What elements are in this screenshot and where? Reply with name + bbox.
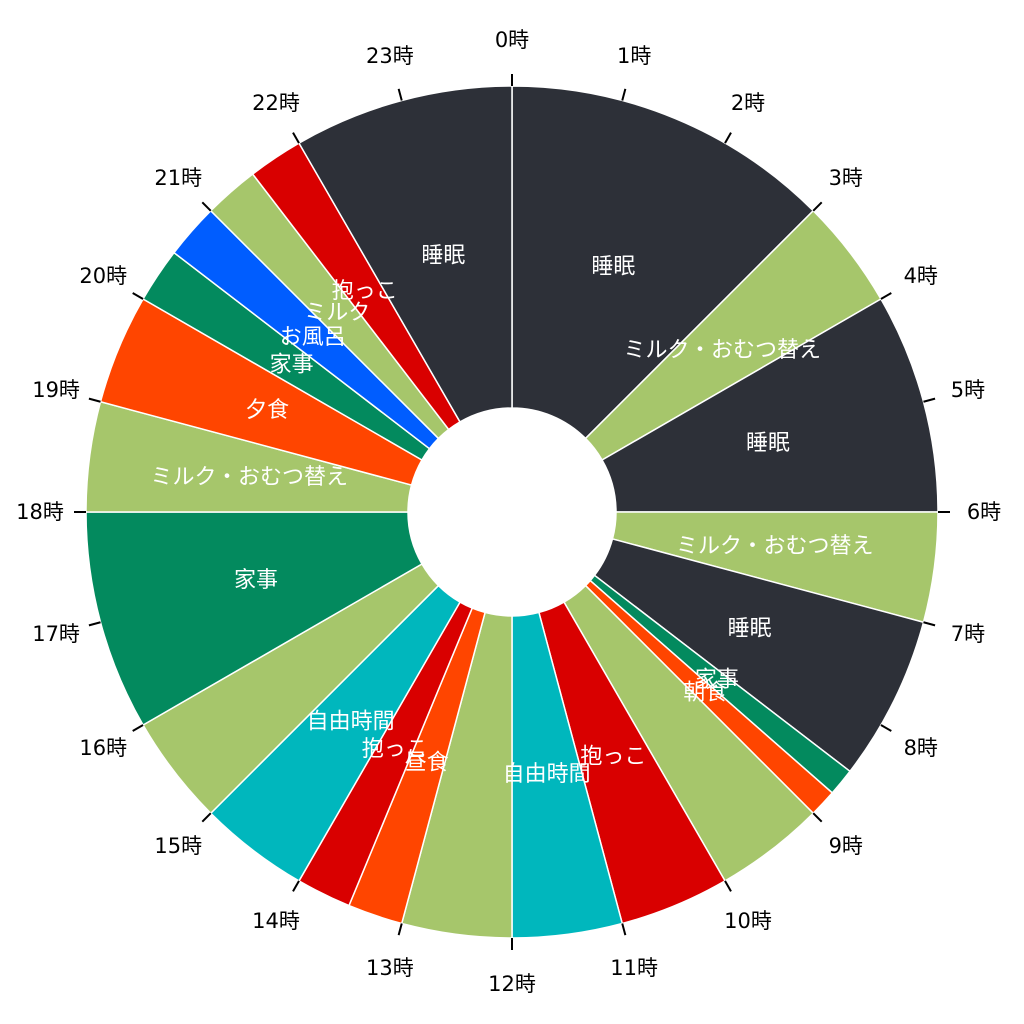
hour-tick-17	[88, 621, 101, 627]
segment-label-6: 朝食	[683, 681, 727, 706]
hour-tick-23	[397, 88, 403, 101]
hour-tick-9	[812, 812, 823, 823]
segment-label-8: 抱っこ	[580, 744, 646, 769]
segment-22	[297, 85, 513, 423]
segment-labels: 睡眠ミルク・おむつ替え睡眠ミルク・おむつ替え睡眠家事朝食抱っこ自由時間昼食抱っこ…	[150, 244, 873, 788]
hour-label-19: 19時	[32, 378, 80, 402]
hour-label-15: 15時	[154, 834, 202, 858]
segment-label-18: 家事	[270, 352, 314, 377]
hour-tick-13	[397, 923, 403, 936]
hour-tick-8	[880, 724, 892, 732]
hour-tick-7	[923, 621, 936, 627]
hour-tick-15	[201, 812, 212, 823]
hour-label-1: 1時	[617, 44, 651, 68]
hour-tick-1	[621, 88, 627, 101]
hour-label-8: 8時	[904, 736, 938, 760]
hour-tick-3	[812, 201, 823, 212]
segment-4	[593, 537, 925, 773]
hour-tick-11	[621, 923, 627, 936]
segment-label-9: 自由時間	[503, 762, 591, 787]
hour-label-0: 0時	[495, 28, 529, 52]
hour-tick-19	[88, 397, 101, 403]
hour-label-10: 10時	[724, 909, 772, 933]
hour-label-16: 16時	[79, 736, 127, 760]
segment-0	[511, 85, 815, 440]
hour-label-22: 22時	[252, 91, 300, 115]
hour-label-11: 11時	[610, 956, 658, 980]
hour-label-20: 20時	[79, 264, 127, 288]
hour-label-3: 3時	[829, 166, 863, 190]
hour-tick-4	[880, 292, 892, 300]
segment-label-22: 睡眠	[421, 244, 465, 269]
hour-label-23: 23時	[366, 44, 414, 68]
segment-label-3: ミルク・おむつ替え	[676, 534, 874, 559]
segment-label-12: 抱っこ	[362, 737, 428, 762]
hour-tick-5	[923, 397, 936, 403]
segment-label-11: 昼食	[405, 750, 449, 775]
hour-label-7: 7時	[951, 622, 985, 646]
hour-label-2: 2時	[731, 91, 765, 115]
hour-label-9: 9時	[829, 834, 863, 858]
hour-label-5: 5時	[951, 378, 985, 402]
segment-label-16: ミルク・おむつ替え	[150, 465, 348, 490]
segment-label-4: 睡眠	[728, 617, 772, 642]
segment-label-5: 家事	[695, 668, 739, 693]
hour-label-18: 18時	[16, 500, 64, 524]
segment-label-21: 抱っこ	[332, 279, 398, 304]
hour-label-17: 17時	[32, 622, 80, 646]
segment-label-2: 睡眠	[746, 431, 790, 456]
hour-tick-16	[132, 724, 144, 732]
hour-label-12: 12時	[488, 972, 536, 996]
hour-tick-21	[201, 201, 212, 212]
hour-tick-2	[724, 132, 732, 144]
hour-label-14: 14時	[252, 909, 300, 933]
chart-segments	[85, 85, 939, 939]
segment-2	[601, 297, 939, 513]
hour-tick-10	[724, 880, 732, 892]
hour-label-13: 13時	[366, 956, 414, 980]
segment-label-13: 自由時間	[307, 710, 395, 735]
segment-label-15: 家事	[234, 568, 278, 593]
hour-tick-22	[292, 132, 300, 144]
hour-label-21: 21時	[154, 166, 202, 190]
segment-label-20: ミルク	[304, 300, 370, 325]
hour-tick-20	[132, 292, 144, 300]
segment-label-0: 睡眠	[591, 255, 635, 280]
segment-15	[85, 511, 423, 727]
segment-label-1: ミルク・おむつ替え	[623, 338, 821, 363]
hour-labels: 0時 1時 2時 3時 4時 5時 6時 7時 8時 9時 10時 11時 12時 13時 14時 15時 16…	[16, 28, 1001, 996]
segment-label-17: 夕食	[245, 398, 289, 423]
hour-label-4: 4時	[904, 264, 938, 288]
hour-ticks	[74, 74, 950, 950]
hour-label-6: 6時	[967, 500, 1001, 524]
segment-label-19: お風呂	[280, 325, 346, 350]
hour-tick-14	[292, 880, 300, 892]
